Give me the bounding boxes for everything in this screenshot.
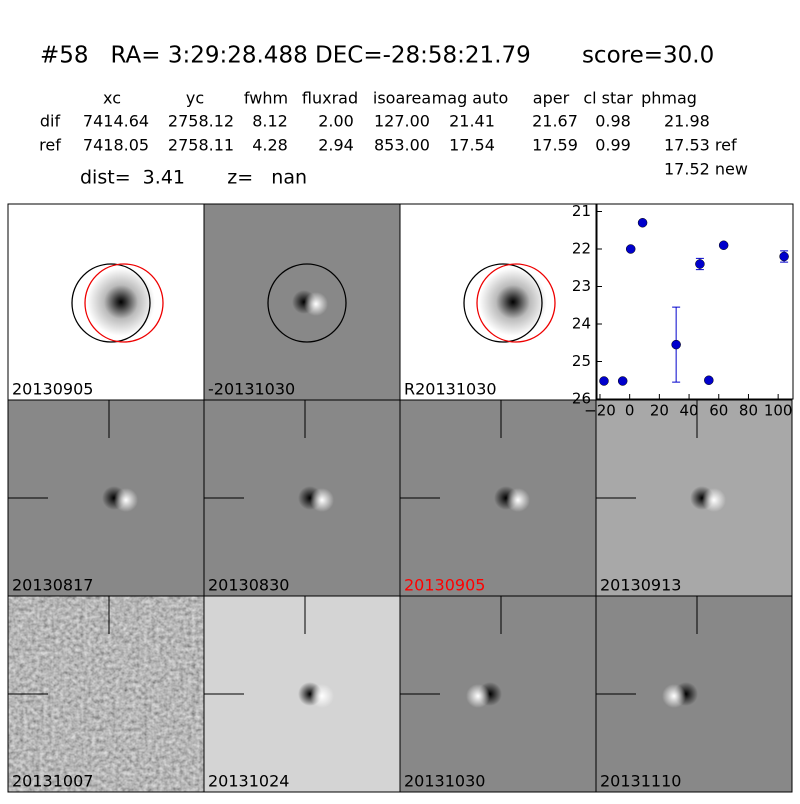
aperture-ref — [84, 263, 164, 343]
x-tick-label: 60 — [709, 402, 728, 420]
table-cell: 853.00 — [374, 136, 430, 155]
plot-area — [596, 203, 794, 400]
x-tick-label: 0 — [625, 402, 635, 420]
source — [87, 268, 155, 336]
row-label: dif — [40, 112, 61, 131]
table-cell: 21.41 — [449, 112, 495, 131]
column-header: cl star — [583, 89, 633, 108]
panel-label: 20130830 — [208, 576, 289, 595]
column-header: yc — [186, 89, 204, 108]
image-panel: 20131007 — [7, 595, 205, 793]
aperture — [71, 263, 151, 343]
phmag-new: 17.52 new — [664, 160, 748, 179]
x-tick-label: 40 — [680, 402, 699, 420]
panel-label: -20131030 — [208, 380, 295, 399]
point — [625, 244, 636, 254]
table: xc yc fwhm fluxrad isoarea mag auto aper cl sta… — [39, 89, 737, 155]
image-panel: 20131110 — [595, 595, 793, 793]
source — [479, 268, 547, 336]
dipole-light — [310, 488, 334, 512]
image-panel: 20131024 — [203, 595, 401, 793]
image-panel: 20131030 — [399, 595, 597, 793]
panel-label: 20131007 — [12, 772, 93, 791]
x-tick-label: 20 — [650, 402, 669, 420]
row-label: ref — [39, 136, 61, 155]
panel-label: 20131030 — [404, 772, 485, 791]
panel-label: 20131110 — [600, 772, 681, 791]
dipole-light — [662, 684, 686, 708]
point — [695, 259, 705, 269]
point — [637, 218, 648, 228]
table-cell: 0.99 — [595, 136, 631, 155]
table-cell: 0.98 — [595, 112, 631, 131]
table-cell: 17.53 ref — [664, 136, 737, 155]
table-cell: 7418.05 — [83, 136, 149, 155]
dipole-light — [114, 488, 138, 512]
image-panel: -20131030 — [203, 203, 401, 401]
panel-label: 20130905 — [404, 576, 485, 595]
table-cell: 2758.12 — [168, 112, 234, 131]
panel-label: 20130905 — [12, 380, 93, 399]
panel-label: 20130817 — [12, 576, 93, 595]
panels: 20130905 -20131030 R20131030 20130817 201308… — [7, 203, 793, 793]
table-cell: 8.12 — [252, 112, 288, 131]
x-tick-label: 80 — [739, 402, 758, 420]
table-cell: 2758.11 — [168, 136, 234, 155]
column-header: isoarea — [373, 89, 431, 108]
column-header: aper — [533, 89, 570, 108]
y-tick-label: 23 — [572, 277, 591, 295]
table-cell: 7414.64 — [83, 112, 149, 131]
aperture-ref — [476, 263, 556, 343]
panel-label: 20131024 — [208, 772, 289, 791]
image-panel: 20130913 — [595, 399, 793, 597]
lightcurve: −20 0 20 40 60 80 100 21 22 23 24 25 26 — [572, 202, 794, 420]
column-header: fwhm — [244, 89, 288, 108]
image-panel: 20130830 — [203, 399, 401, 597]
dipole-light — [310, 684, 334, 708]
point — [617, 376, 628, 386]
dipole-light — [466, 684, 490, 708]
dipole-light — [506, 488, 530, 512]
image-panel: 20130905 — [399, 399, 597, 597]
dipole-light — [702, 488, 726, 512]
panel-label: 20130913 — [600, 576, 681, 595]
image-panel: R20131030 — [399, 203, 597, 401]
column-header: phmag — [641, 89, 697, 108]
title: #58 RA= 3:29:28.488 DEC=-28:58:21.79 sco… — [40, 43, 714, 69]
table-cell: 21.67 — [532, 112, 578, 131]
dist-line: dist= 3.41 z= nan — [80, 167, 307, 189]
y-tick-label: 25 — [572, 352, 591, 370]
table-cell: 17.54 — [449, 136, 495, 155]
y-tick-label: 22 — [572, 240, 591, 258]
y-tick-label: 24 — [572, 315, 591, 333]
point — [779, 251, 789, 262]
point — [599, 376, 609, 386]
table-cell: 21.98 — [664, 112, 710, 131]
column-header: fluxrad — [302, 89, 358, 108]
y-tick-label: 26 — [572, 390, 591, 408]
dipole-light — [304, 292, 328, 316]
x-tick-label: −20 — [584, 402, 616, 420]
point — [718, 240, 729, 250]
x-tick-label: 100 — [764, 402, 793, 420]
image-panel: 20130905 — [7, 203, 205, 401]
point — [704, 375, 714, 385]
panel-border — [595, 595, 793, 793]
y-tick-label: 21 — [572, 202, 591, 220]
table-cell: 2.94 — [318, 136, 354, 155]
aperture — [267, 263, 347, 343]
aperture — [463, 263, 543, 343]
table-cell: 4.28 — [252, 136, 288, 155]
column-header: mag auto — [432, 89, 509, 108]
point — [671, 339, 681, 350]
table-cell: 127.00 — [374, 112, 430, 131]
table-cell: 2.00 — [318, 112, 354, 131]
table-cell: 17.59 — [532, 136, 578, 155]
image-panel: 20130817 — [7, 399, 205, 597]
column-header: xc — [103, 89, 121, 108]
panel-label: R20131030 — [404, 380, 497, 399]
